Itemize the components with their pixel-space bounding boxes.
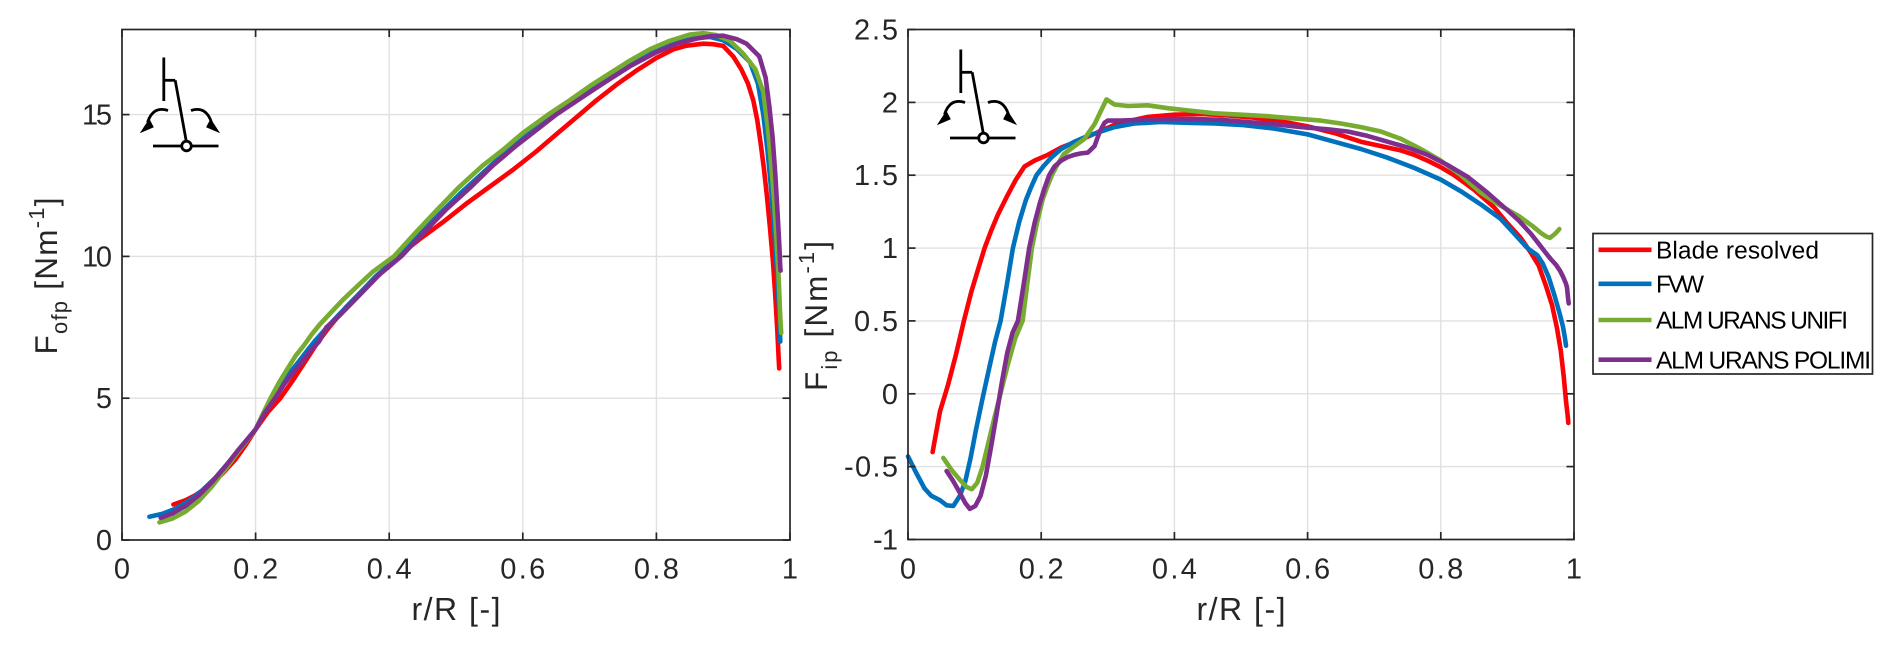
svg-text:-0.5: -0.5 <box>844 452 898 484</box>
svg-text:ALM URANS POLIMI: ALM URANS POLIMI <box>1656 347 1871 374</box>
svg-text:1.5: 1.5 <box>854 160 898 192</box>
svg-text:0: 0 <box>96 525 112 557</box>
svg-text:r/R [-]: r/R [-] <box>1197 591 1286 627</box>
svg-text:0.5: 0.5 <box>854 306 898 338</box>
svg-text:1: 1 <box>782 554 798 586</box>
svg-text:0: 0 <box>882 379 898 411</box>
svg-text:0.8: 0.8 <box>1418 554 1463 586</box>
svg-text:0: 0 <box>114 554 130 586</box>
svg-text:0: 0 <box>900 554 916 586</box>
svg-text:0.4: 0.4 <box>1152 554 1197 586</box>
svg-text:0.6: 0.6 <box>1285 554 1330 586</box>
svg-text:ALM URANS UNIFI: ALM URANS UNIFI <box>1656 308 1848 335</box>
svg-text:1: 1 <box>882 233 898 265</box>
svg-text:1: 1 <box>1566 554 1582 586</box>
svg-text:0.2: 0.2 <box>1019 554 1064 586</box>
svg-text:Blade resolved: Blade resolved <box>1656 238 1819 265</box>
svg-text:5: 5 <box>96 383 112 415</box>
svg-text:0.8: 0.8 <box>634 554 679 586</box>
svg-text:0.4: 0.4 <box>367 554 412 586</box>
svg-text:FVW: FVW <box>1656 272 1705 299</box>
svg-text:0.2: 0.2 <box>233 554 278 586</box>
svg-text:2.5: 2.5 <box>854 15 898 47</box>
svg-text:0.6: 0.6 <box>500 554 545 586</box>
svg-text:-1: -1 <box>873 525 898 557</box>
svg-text:10: 10 <box>82 241 112 273</box>
svg-text:15: 15 <box>82 100 112 132</box>
svg-text:2: 2 <box>882 87 898 119</box>
svg-text:r/R [-]: r/R [-] <box>412 591 501 627</box>
